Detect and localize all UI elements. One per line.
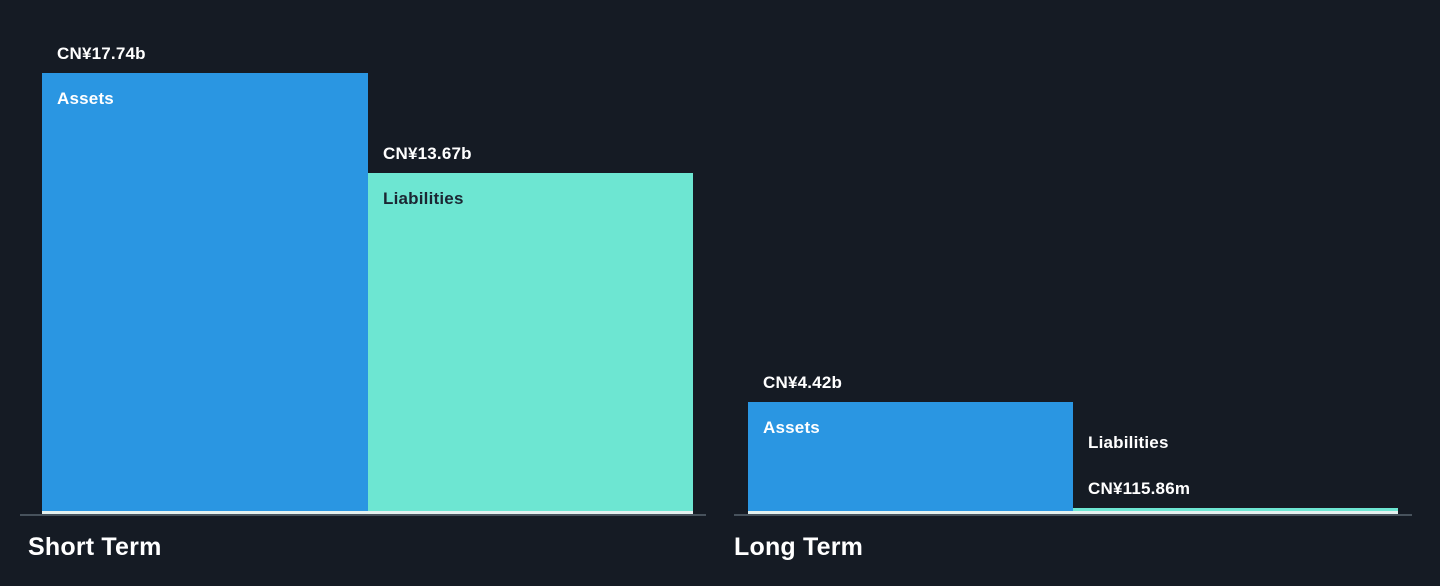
- long-term-assets-label: Assets: [763, 418, 820, 437]
- short-term-liabilities-label: Liabilities: [383, 189, 464, 208]
- short-term-assets-label: Assets: [57, 89, 114, 108]
- long-term-group-title: Long Term: [734, 533, 864, 561]
- long-term-assets-value: CN¥4.42b: [763, 373, 843, 392]
- short-term-group-title: Short Term: [28, 533, 162, 561]
- short-term-liabilities-value: CN¥13.67b: [383, 144, 472, 163]
- short-term-x-axis-line: [20, 514, 706, 516]
- long-term-liabilities-label: Liabilities: [1088, 433, 1169, 452]
- short-term-liabilities-bar[interactable]: [368, 173, 693, 511]
- long-term-liabilities-bar[interactable]: [1073, 508, 1398, 511]
- long-term-x-axis-line: [734, 514, 1412, 516]
- long-term-assets-bar[interactable]: [748, 402, 1073, 511]
- short-term-assets-value: CN¥17.74b: [57, 44, 146, 63]
- long-term-liabilities-value: CN¥115.86m: [1088, 479, 1191, 498]
- long-term-baseline-highlight: [748, 511, 1398, 514]
- short-term-baseline-highlight: [42, 511, 693, 514]
- short-term-assets-bar[interactable]: [42, 73, 368, 511]
